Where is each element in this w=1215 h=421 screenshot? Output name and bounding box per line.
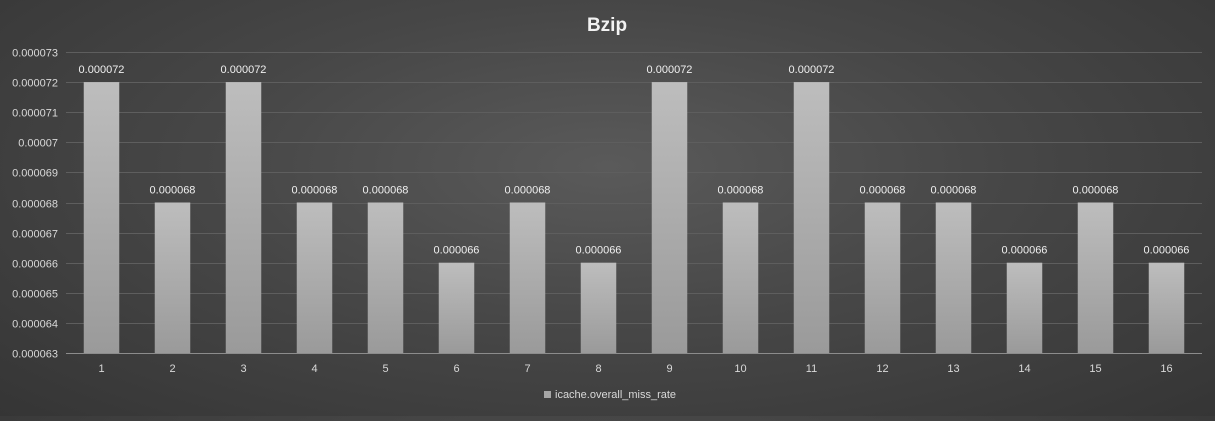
data-label: 0.000072	[789, 64, 835, 76]
data-label: 0.000068	[718, 185, 764, 197]
data-label: 0.000066	[434, 245, 480, 257]
data-label: 0.000068	[860, 185, 906, 197]
data-label: 0.000068	[292, 185, 338, 197]
y-tick-label: 0.000065	[12, 289, 58, 301]
bar	[367, 202, 404, 353]
x-tick-label: 8	[595, 363, 601, 375]
legend: icache.overall_miss_rate	[544, 389, 676, 401]
y-tick-label: 0.000072	[12, 78, 58, 90]
y-tick-label: 0.000068	[12, 199, 58, 211]
x-tick-label: 9	[666, 363, 672, 375]
data-label: 0.000066	[1002, 245, 1048, 257]
bar	[225, 82, 262, 353]
bar	[509, 202, 546, 353]
data-label: 0.000068	[363, 185, 409, 197]
x-tick-label: 15	[1089, 363, 1101, 375]
data-label: 0.000072	[79, 64, 125, 76]
x-tick-label: 14	[1018, 363, 1030, 375]
data-label: 0.000068	[150, 185, 196, 197]
x-axis-tick-labels: 1 2 3 4 5 6 7 8 9 10 11 12 13 14 15 16	[98, 363, 1172, 375]
chart-title: Bzip	[587, 15, 627, 36]
bars	[83, 82, 1185, 353]
y-tick-label: 0.000064	[12, 319, 58, 331]
y-tick-label: 0.000073	[12, 48, 58, 60]
bar	[580, 262, 617, 353]
x-tick-label: 3	[240, 363, 246, 375]
x-tick-label: 16	[1160, 363, 1172, 375]
bar	[1006, 262, 1043, 353]
x-tick-label: 1	[98, 363, 104, 375]
y-tick-label: 0.000071	[12, 108, 58, 120]
x-tick-label: 6	[453, 363, 459, 375]
x-tick-label: 13	[947, 363, 959, 375]
bar	[296, 202, 333, 353]
x-tick-label: 10	[734, 363, 746, 375]
x-tick-label: 11	[806, 363, 817, 375]
bar	[864, 202, 901, 353]
bar	[83, 82, 120, 353]
bar	[1077, 202, 1114, 353]
legend-label: icache.overall_miss_rate	[555, 389, 676, 401]
data-label: 0.000068	[505, 185, 551, 197]
y-tick-label: 0.000069	[12, 168, 58, 180]
x-tick-label: 7	[524, 363, 530, 375]
data-label: 0.000072	[221, 64, 267, 76]
bar	[935, 202, 972, 353]
x-tick-label: 12	[876, 363, 888, 375]
bar	[438, 262, 475, 353]
y-tick-label: 0.00007	[18, 138, 58, 150]
y-tick-label: 0.000063	[12, 349, 58, 361]
legend-swatch	[544, 391, 551, 398]
data-label: 0.000066	[1144, 245, 1190, 257]
bar	[793, 82, 830, 353]
data-label: 0.000066	[576, 245, 622, 257]
x-tick-label: 5	[382, 363, 388, 375]
bar	[651, 82, 688, 353]
data-labels: 0.000072 0.000068 0.000072 0.000068 0.000068…	[79, 64, 1190, 257]
y-axis-tick-labels: 0.000063 0.000064 0.000065 0.000066 0.000067…	[12, 48, 58, 361]
bar	[154, 202, 191, 353]
bar	[722, 202, 759, 353]
x-tick-label: 2	[169, 363, 175, 375]
data-label: 0.000072	[647, 64, 693, 76]
y-tick-label: 0.000067	[12, 229, 58, 241]
data-label: 0.000068	[1073, 185, 1119, 197]
y-tick-label: 0.000066	[12, 259, 58, 271]
bar	[1148, 262, 1185, 353]
x-tick-label: 4	[311, 363, 317, 375]
data-label: 0.000068	[931, 185, 977, 197]
